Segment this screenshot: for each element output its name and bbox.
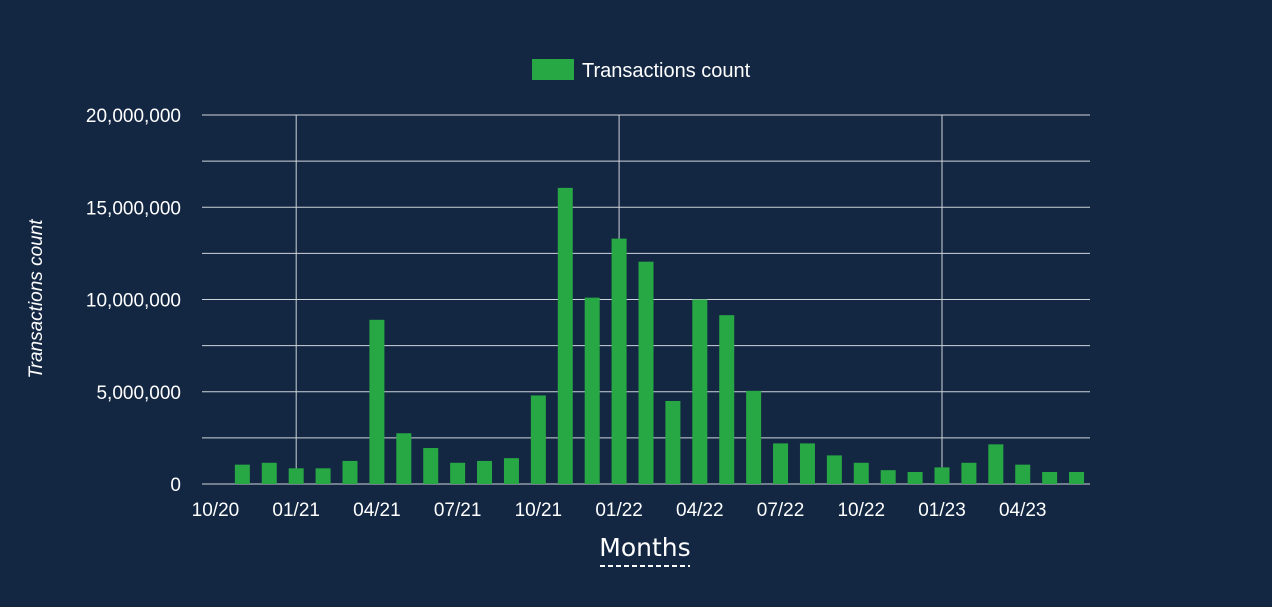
bar-10-22[interactable] — [853, 462, 869, 484]
bar-01-23[interactable] — [934, 467, 950, 484]
bars — [234, 187, 1085, 485]
bar-03-21[interactable] — [342, 460, 358, 484]
bar-09-22[interactable] — [826, 455, 842, 484]
x-tick-label: 01/23 — [918, 500, 966, 521]
bar-06-21[interactable] — [423, 448, 439, 484]
x-tick-label: 01/21 — [272, 500, 320, 521]
bar-04-22[interactable] — [692, 299, 708, 485]
x-tick-label: 04/23 — [999, 500, 1047, 521]
bar-05-22[interactable] — [719, 315, 735, 484]
x-tick-label: 10/20 — [192, 500, 240, 521]
bar-11-20[interactable] — [234, 464, 250, 484]
x-tick-label: 10/22 — [837, 500, 885, 521]
bar-08-22[interactable] — [799, 443, 815, 484]
x-tick-label: 01/22 — [595, 500, 643, 521]
bar-02-23[interactable] — [961, 462, 977, 484]
bar-02-22[interactable] — [638, 261, 654, 484]
bar-05-21[interactable] — [396, 433, 412, 484]
bar-11-22[interactable] — [880, 470, 896, 484]
bar-04-23[interactable] — [1015, 464, 1031, 484]
bar-01-21[interactable] — [288, 468, 304, 484]
legend-swatch — [532, 59, 574, 80]
bar-12-20[interactable] — [261, 462, 277, 484]
y-tick-label: 10,000,000 — [86, 291, 181, 312]
bar-03-22[interactable] — [665, 400, 681, 484]
legend[interactable]: Transactions count — [532, 59, 751, 82]
bar-05-23[interactable] — [1042, 472, 1058, 484]
bar-08-21[interactable] — [477, 460, 493, 484]
bar-11-21[interactable] — [557, 187, 573, 484]
x-tick-label: 10/21 — [515, 500, 563, 521]
grid-lines — [202, 114, 1090, 484]
bar-09-21[interactable] — [503, 458, 519, 484]
bar-12-21[interactable] — [584, 297, 600, 484]
bar-03-23[interactable] — [988, 444, 1004, 484]
bar-04-21[interactable] — [369, 319, 385, 484]
bar-06-23[interactable] — [1069, 472, 1085, 484]
bar-02-21[interactable] — [315, 468, 331, 484]
bar-12-22[interactable] — [907, 472, 923, 484]
bar-06-22[interactable] — [746, 390, 762, 484]
bar-01-22[interactable] — [611, 238, 627, 484]
x-tick-labels: 10/20 01/21 04/21 07/21 10/21 01/22 04/22 07/22… — [192, 500, 1047, 521]
x-tick-label: 04/22 — [676, 500, 724, 521]
y-tick-label: 20,000,000 — [86, 106, 181, 127]
x-tick-label: 07/22 — [757, 500, 805, 521]
bar-07-21[interactable] — [450, 462, 466, 484]
bar-10-21[interactable] — [530, 395, 546, 484]
y-tick-label: 15,000,000 — [86, 198, 181, 219]
bar-07-22[interactable] — [773, 443, 789, 484]
y-tick-labels: 0 5,000,000 10,000,000 15,000,000 20,000,000 — [86, 106, 181, 496]
y-tick-label: 5,000,000 — [96, 383, 181, 404]
x-axis-title: Months — [599, 533, 690, 562]
y-axis-title: Transactions count — [26, 219, 47, 379]
x-tick-label: 07/21 — [434, 500, 482, 521]
x-tick-label: 04/21 — [353, 500, 401, 521]
legend-label: Transactions count — [582, 60, 751, 82]
y-tick-label: 0 — [170, 475, 181, 496]
